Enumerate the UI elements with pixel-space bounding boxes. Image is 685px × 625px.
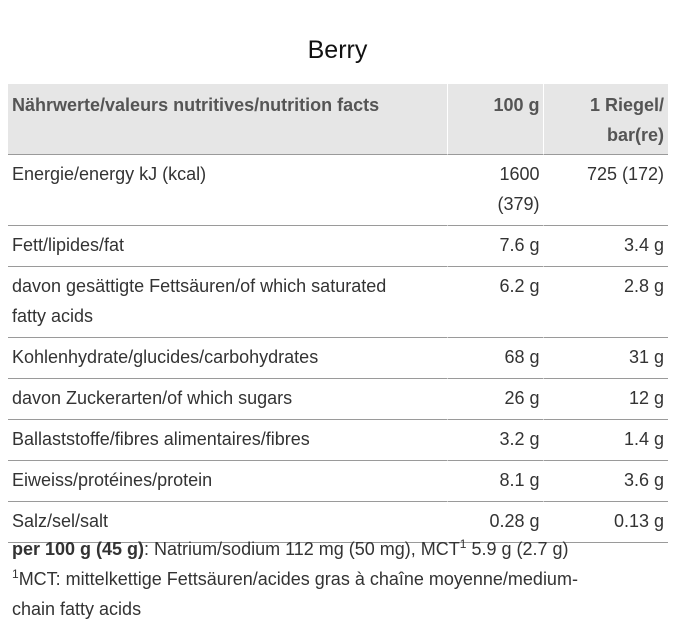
per-portion-bold: per 100 g (45 g) bbox=[12, 539, 145, 559]
footnote-block: per 100 g (45 g): Natrium/sodium 112 mg … bbox=[12, 534, 672, 624]
row-label: Ballaststoffe/fibres alimentaires/fibres bbox=[8, 420, 448, 461]
mct-footnote-marker: 1 bbox=[12, 567, 19, 581]
row-value-bar: 3.4 g bbox=[544, 226, 668, 267]
mct-footnote-line1: MCT: mittelkettige Fettsäuren/acides gra… bbox=[18, 569, 578, 589]
row-label: Energie/energy kJ (kcal) bbox=[8, 155, 448, 226]
table-header-row: Nährwerte/valeurs nutritives/nutrition f… bbox=[8, 84, 668, 155]
table-row: Energie/energy kJ (kcal) 1600 (379) 725 (… bbox=[8, 155, 668, 226]
table-row: davon Zuckerarten/of which sugars 26 g 1… bbox=[8, 379, 668, 420]
row-value-bar: 2.8 g bbox=[544, 267, 668, 338]
row-label: Fett/lipides/fat bbox=[8, 226, 448, 267]
row-value-100g: 1600 (379) bbox=[447, 155, 545, 226]
table-row: Eiweiss/protéines/protein 8.1 g 3.6 g bbox=[8, 461, 668, 502]
row-value-100g: 0.28 g bbox=[447, 502, 545, 543]
per-portion-text: : Natrium/sodium 112 mg (50 mg), MCT bbox=[144, 539, 460, 559]
row-value-100g: 3.2 g bbox=[447, 420, 545, 461]
row-label: davon Zuckerarten/of which sugars bbox=[8, 379, 448, 420]
header-per-bar-line2: bar(re) bbox=[606, 125, 664, 145]
per-portion-note: per 100 g (45 g): Natrium/sodium 112 mg … bbox=[12, 534, 672, 564]
row-value-100g: 6.2 g bbox=[447, 267, 545, 338]
mct-footnote: 1MCT: mittelkettige Fettsäuren/acides gr… bbox=[12, 564, 672, 624]
energy-kcal-100g: (379) bbox=[497, 194, 540, 214]
row-value-100g: 26 g bbox=[447, 379, 545, 420]
row-value-bar: 31 g bbox=[544, 338, 668, 379]
header-per-bar-line1: 1 Riegel/ bbox=[589, 95, 664, 115]
product-title: Berry bbox=[307, 36, 368, 64]
mct-footnote-line2: chain fatty acids bbox=[12, 599, 142, 619]
row-value-bar: 0.13 g bbox=[544, 502, 668, 543]
table-row: davon gesättigte Fettsäuren/of which sat… bbox=[8, 267, 668, 338]
row-label-line2: fatty acids bbox=[12, 306, 94, 326]
row-value-100g: 68 g bbox=[447, 338, 545, 379]
table-row: Ballaststoffe/fibres alimentaires/fibres… bbox=[8, 420, 668, 461]
per-portion-text2: 5.9 g (2.7 g) bbox=[466, 539, 569, 559]
row-label: Eiweiss/protéines/protein bbox=[8, 461, 448, 502]
row-value-bar: 725 (172) bbox=[544, 155, 668, 226]
header-per-bar: 1 Riegel/bar(re) bbox=[544, 84, 668, 155]
header-nutrition-facts: Nährwerte/valeurs nutritives/nutrition f… bbox=[8, 84, 448, 155]
row-value-bar: 12 g bbox=[544, 379, 668, 420]
row-value-100g: 7.6 g bbox=[447, 226, 545, 267]
row-label: Kohlenhydrate/glucides/carbohydrates bbox=[8, 338, 448, 379]
table-row: Kohlenhydrate/glucides/carbohydrates 68 … bbox=[8, 338, 668, 379]
energy-kj-100g: 1600 bbox=[499, 164, 540, 184]
row-label: Salz/sel/salt bbox=[8, 502, 448, 543]
nutrition-table: Nährwerte/valeurs nutritives/nutrition f… bbox=[8, 84, 668, 543]
footnote-marker: 1 bbox=[459, 537, 467, 551]
row-label-line1: davon gesättigte Fettsäuren/of which sat… bbox=[12, 276, 387, 296]
row-value-100g: 8.1 g bbox=[447, 461, 545, 502]
table-row: Salz/sel/salt 0.28 g 0.13 g bbox=[8, 502, 668, 543]
header-per-100g: 100 g bbox=[447, 84, 545, 155]
row-value-bar: 3.6 g bbox=[544, 461, 668, 502]
row-label: davon gesättigte Fettsäuren/of which sat… bbox=[8, 267, 448, 338]
table-row: Fett/lipides/fat 7.6 g 3.4 g bbox=[8, 226, 668, 267]
row-value-bar: 1.4 g bbox=[544, 420, 668, 461]
